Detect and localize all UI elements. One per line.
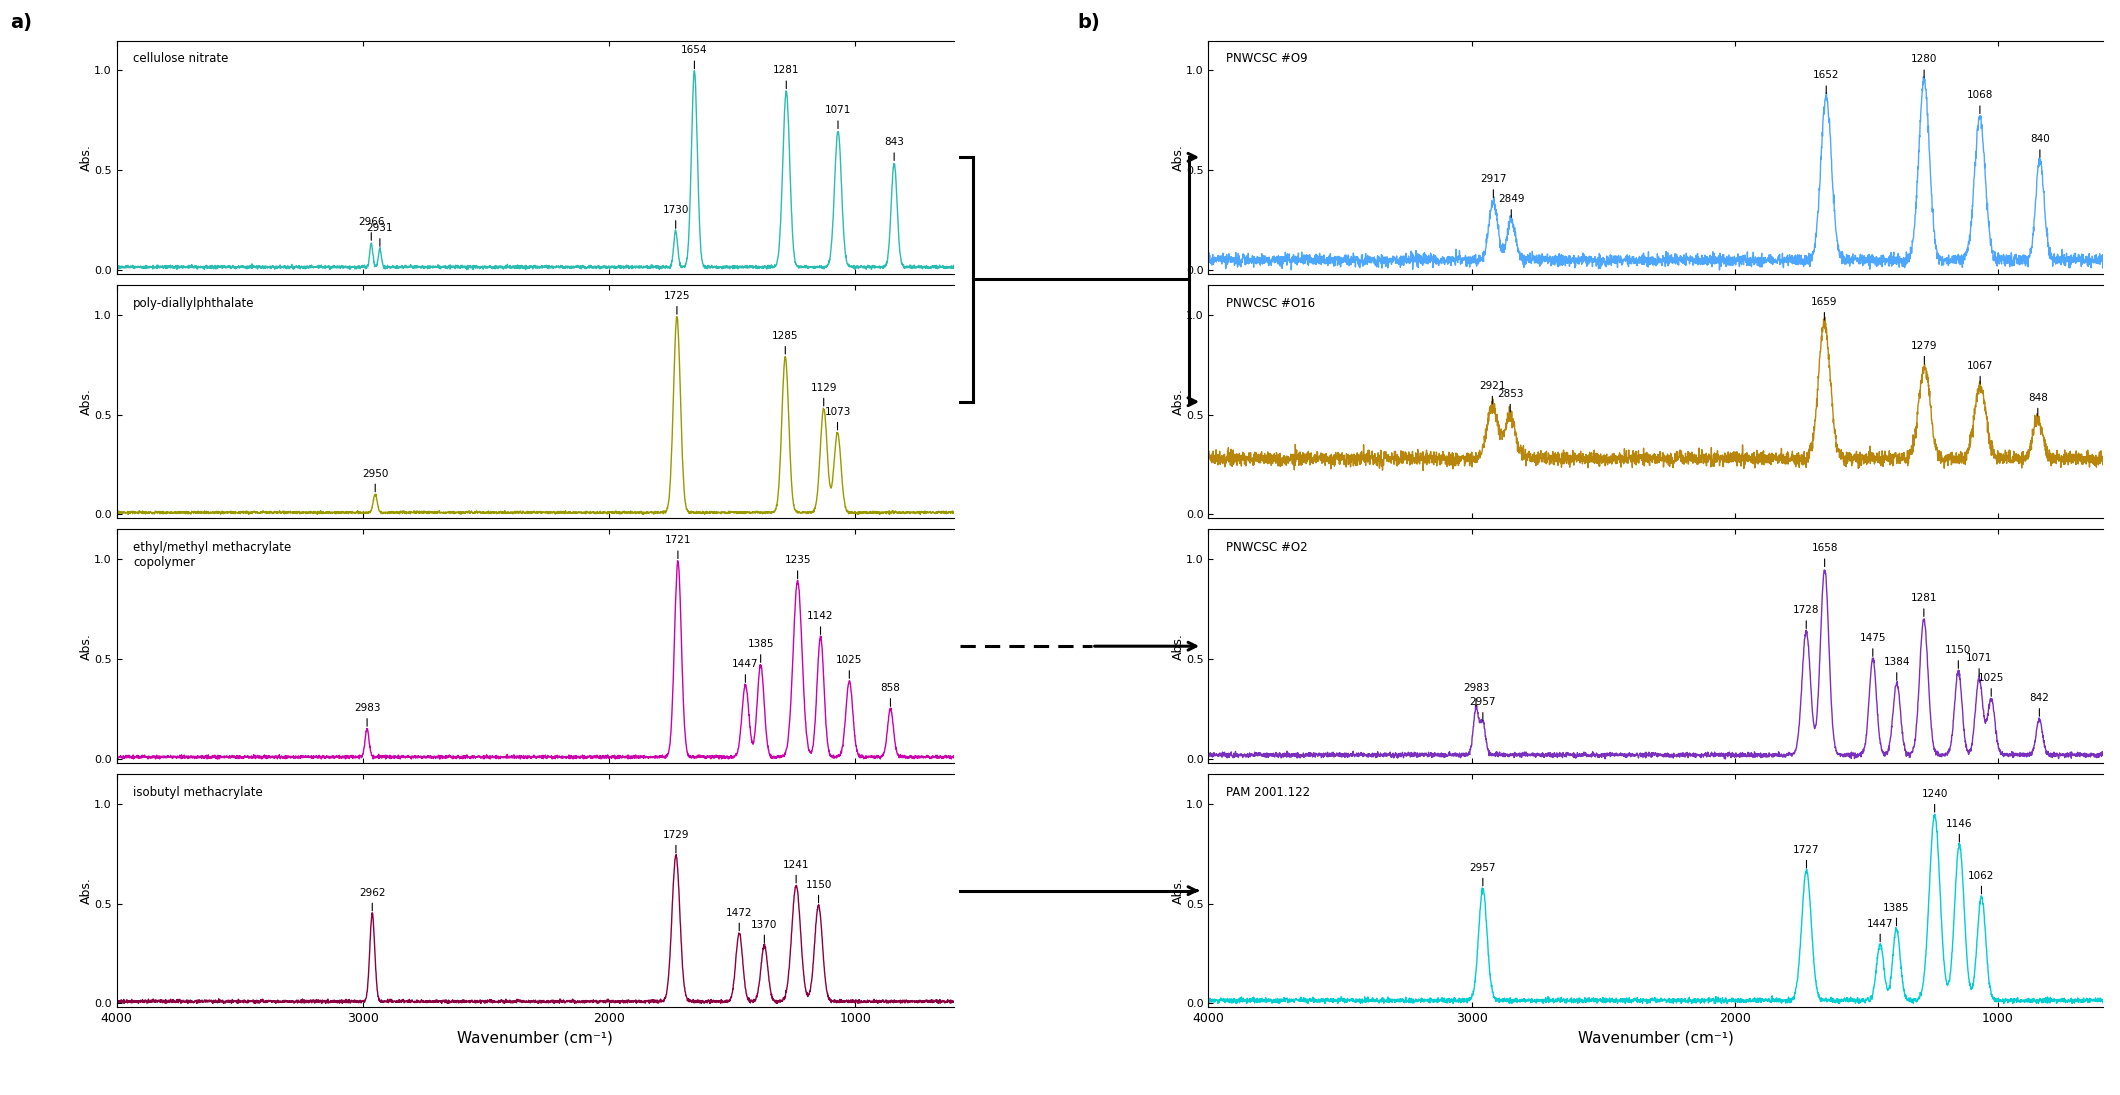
Text: 2957: 2957 xyxy=(1469,698,1497,721)
Text: 1240: 1240 xyxy=(1921,788,1948,812)
Text: 1150: 1150 xyxy=(1946,645,1972,668)
Text: 1285: 1285 xyxy=(772,331,799,354)
Text: isobutyl methacrylate: isobutyl methacrylate xyxy=(134,785,263,798)
Text: 1071: 1071 xyxy=(1965,653,1993,677)
Text: 843: 843 xyxy=(884,137,903,161)
Text: 1279: 1279 xyxy=(1910,341,1938,364)
Text: poly-diallylphthalate: poly-diallylphthalate xyxy=(134,297,254,310)
Y-axis label: Abs.: Abs. xyxy=(81,143,93,171)
X-axis label: Wavenumber (cm⁻¹): Wavenumber (cm⁻¹) xyxy=(458,1030,613,1046)
Text: 1241: 1241 xyxy=(782,860,810,883)
Text: b): b) xyxy=(1077,13,1100,32)
Text: 1654: 1654 xyxy=(681,46,708,69)
Text: 840: 840 xyxy=(2031,135,2050,158)
Text: 1475: 1475 xyxy=(1859,633,1887,656)
Y-axis label: Abs.: Abs. xyxy=(81,633,93,659)
Text: 1652: 1652 xyxy=(1813,70,1840,93)
Text: 2962: 2962 xyxy=(358,888,386,911)
Text: 1025: 1025 xyxy=(1978,673,2003,696)
Y-axis label: Abs.: Abs. xyxy=(1172,143,1185,171)
Text: 1281: 1281 xyxy=(1910,593,1938,616)
Text: PNWCSC #O2: PNWCSC #O2 xyxy=(1225,541,1308,554)
Text: 1073: 1073 xyxy=(825,406,850,430)
Text: 2966: 2966 xyxy=(358,217,384,240)
Text: 1150: 1150 xyxy=(806,879,831,903)
Text: 1384: 1384 xyxy=(1883,657,1910,680)
Text: 2917: 2917 xyxy=(1480,174,1507,197)
Y-axis label: Abs.: Abs. xyxy=(1172,877,1185,904)
Text: 1280: 1280 xyxy=(1910,55,1938,78)
Text: 1067: 1067 xyxy=(1967,360,1993,384)
Text: 1071: 1071 xyxy=(825,105,852,128)
Text: 1025: 1025 xyxy=(835,655,863,678)
Text: 858: 858 xyxy=(880,683,901,706)
Text: 1658: 1658 xyxy=(1810,543,1838,566)
Text: 842: 842 xyxy=(2029,693,2050,716)
Y-axis label: Abs.: Abs. xyxy=(81,877,93,904)
Text: 2950: 2950 xyxy=(363,469,388,492)
Text: 2931: 2931 xyxy=(367,223,392,246)
Text: 1727: 1727 xyxy=(1794,844,1819,868)
Text: 1068: 1068 xyxy=(1967,91,1993,114)
Text: 1728: 1728 xyxy=(1794,606,1819,629)
Text: PNWCSC #O9: PNWCSC #O9 xyxy=(1225,53,1308,66)
Text: 1385: 1385 xyxy=(748,639,774,662)
Text: 1370: 1370 xyxy=(750,920,778,943)
Text: PNWCSC #O16: PNWCSC #O16 xyxy=(1225,297,1314,310)
Text: 2849: 2849 xyxy=(1499,194,1524,218)
Y-axis label: Abs.: Abs. xyxy=(1172,633,1185,659)
Text: 1447: 1447 xyxy=(731,659,759,682)
Y-axis label: Abs.: Abs. xyxy=(1172,389,1185,415)
Text: cellulose nitrate: cellulose nitrate xyxy=(134,53,229,66)
Text: 1385: 1385 xyxy=(1883,902,1910,925)
Text: 1235: 1235 xyxy=(784,555,810,578)
Y-axis label: Abs.: Abs. xyxy=(81,389,93,415)
Text: 1129: 1129 xyxy=(810,383,837,406)
Text: 1472: 1472 xyxy=(725,908,753,931)
Text: PAM 2001.122: PAM 2001.122 xyxy=(1225,785,1310,798)
Text: 1730: 1730 xyxy=(664,205,689,229)
Text: 1725: 1725 xyxy=(664,291,691,314)
Text: 1659: 1659 xyxy=(1810,297,1838,320)
Text: 2853: 2853 xyxy=(1497,389,1524,412)
Text: 1729: 1729 xyxy=(664,830,689,853)
Text: a): a) xyxy=(11,13,32,32)
Text: 1447: 1447 xyxy=(1868,919,1893,942)
Text: 1721: 1721 xyxy=(666,535,691,558)
Text: 1281: 1281 xyxy=(774,66,799,89)
Text: 1062: 1062 xyxy=(1967,871,1995,894)
Text: 2983: 2983 xyxy=(1463,683,1488,706)
Text: 2983: 2983 xyxy=(354,703,379,726)
X-axis label: Wavenumber (cm⁻¹): Wavenumber (cm⁻¹) xyxy=(1577,1030,1734,1046)
Text: 848: 848 xyxy=(2029,393,2048,416)
Text: 1146: 1146 xyxy=(1946,819,1972,842)
Text: 1142: 1142 xyxy=(808,611,833,634)
Text: 2921: 2921 xyxy=(1480,381,1505,404)
Text: 2957: 2957 xyxy=(1469,863,1497,886)
Text: ethyl/methyl methacrylate
copolymer: ethyl/methyl methacrylate copolymer xyxy=(134,541,293,569)
